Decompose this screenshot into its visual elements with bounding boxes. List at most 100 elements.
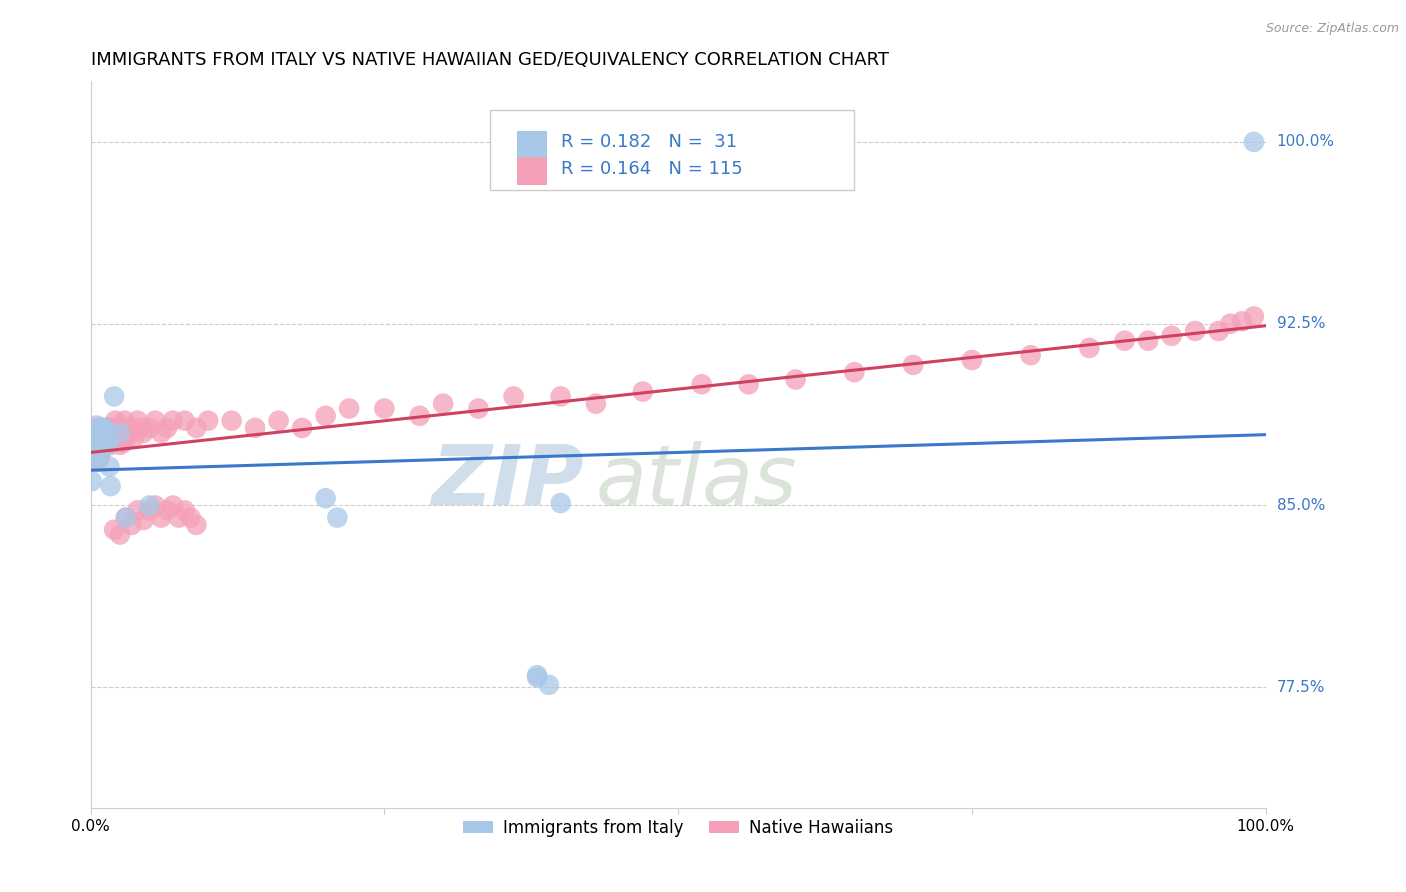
Point <box>138 499 160 513</box>
Point <box>122 431 145 445</box>
Point <box>87 421 110 435</box>
Point <box>86 425 108 440</box>
Text: 77.5%: 77.5% <box>1277 680 1324 695</box>
Point <box>100 425 122 440</box>
Point <box>108 527 131 541</box>
Point <box>84 452 107 467</box>
Point <box>97 431 120 445</box>
Point <box>80 431 103 445</box>
Legend: Immigrants from Italy, Native Hawaiians: Immigrants from Italy, Native Hawaiians <box>457 813 900 844</box>
Point <box>1019 348 1042 362</box>
Point <box>96 425 118 440</box>
Point <box>97 425 120 440</box>
Point <box>93 435 115 450</box>
Point <box>138 503 160 517</box>
Text: atlas: atlas <box>596 441 797 522</box>
Point <box>93 425 115 440</box>
Point <box>87 431 110 445</box>
Text: 92.5%: 92.5% <box>1277 316 1326 331</box>
Point <box>110 421 132 435</box>
Point <box>315 409 337 423</box>
Point <box>103 523 125 537</box>
Point <box>112 435 135 450</box>
Point <box>550 389 572 403</box>
Point <box>97 435 120 450</box>
Point <box>89 431 111 445</box>
Point <box>89 438 111 452</box>
Point <box>90 431 112 445</box>
Point <box>844 365 866 379</box>
Point <box>90 421 112 435</box>
Point <box>86 455 108 469</box>
Text: 85.0%: 85.0% <box>1277 498 1324 513</box>
Point <box>97 438 120 452</box>
Point <box>143 414 166 428</box>
Point <box>93 425 115 440</box>
Point <box>162 499 184 513</box>
Point <box>105 425 128 440</box>
Point <box>94 425 117 440</box>
Point <box>186 421 208 435</box>
Point <box>432 397 454 411</box>
Point <box>93 435 115 450</box>
Point <box>526 668 548 682</box>
Point <box>127 414 149 428</box>
Point <box>118 425 141 440</box>
Point <box>86 450 108 464</box>
Point <box>103 389 125 403</box>
FancyBboxPatch shape <box>491 111 855 190</box>
Point <box>93 421 115 435</box>
Point <box>115 510 138 524</box>
Text: R = 0.164   N = 115: R = 0.164 N = 115 <box>561 160 742 178</box>
Point <box>84 431 107 445</box>
Point <box>156 503 179 517</box>
Point <box>98 421 121 435</box>
Point <box>150 425 173 440</box>
Point <box>179 510 201 524</box>
Point <box>87 428 110 442</box>
Text: ZIP: ZIP <box>432 441 583 522</box>
Point <box>83 438 105 452</box>
Point <box>90 433 112 447</box>
Point <box>631 384 654 399</box>
Point <box>121 421 143 435</box>
Point <box>91 421 114 435</box>
Point <box>96 425 118 440</box>
Point <box>143 499 166 513</box>
Point <box>96 421 118 435</box>
Point <box>537 678 560 692</box>
Point <box>80 475 103 489</box>
Point <box>93 438 115 452</box>
Text: 100.0%: 100.0% <box>1277 135 1334 150</box>
Point <box>373 401 395 416</box>
Point <box>86 438 108 452</box>
Point <box>115 421 138 435</box>
Point <box>326 510 349 524</box>
Point <box>138 421 160 435</box>
Point <box>186 517 208 532</box>
Point <box>86 418 108 433</box>
Point <box>91 425 114 440</box>
Point <box>1114 334 1136 348</box>
Point <box>121 517 143 532</box>
Point <box>1208 324 1230 338</box>
Text: Source: ZipAtlas.com: Source: ZipAtlas.com <box>1265 22 1399 36</box>
Point <box>162 414 184 428</box>
Point <box>129 421 152 435</box>
Point <box>107 421 129 435</box>
Point <box>83 421 105 435</box>
Point <box>127 503 149 517</box>
Point <box>86 431 108 445</box>
Point <box>108 431 131 445</box>
Point <box>100 431 122 445</box>
Point <box>550 496 572 510</box>
Point <box>1078 341 1101 355</box>
Point <box>690 377 713 392</box>
Point <box>86 435 108 450</box>
Point <box>150 510 173 524</box>
Point <box>101 435 124 450</box>
Point <box>243 421 266 435</box>
Point <box>1219 317 1241 331</box>
Point <box>94 421 117 435</box>
Point <box>467 401 489 416</box>
